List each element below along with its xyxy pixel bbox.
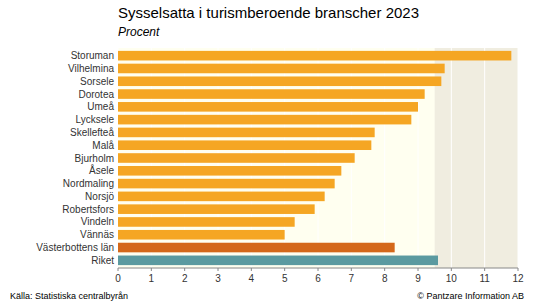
tick-mark [218,268,219,271]
tick-label: 12 [512,273,524,284]
subtitle: Procent [118,25,160,39]
footer-source: Källa: Statistiska centralbyrån [10,291,128,301]
category-label: Nordmaling [63,178,114,189]
tick-mark [318,268,319,271]
bar [118,166,341,176]
tick-mark [184,268,185,271]
category-label: Dorotea [78,89,114,100]
grid-line [518,48,519,268]
bar [118,192,325,202]
category-label: Västerbottens län [36,242,114,253]
tick-label: 10 [446,273,458,284]
bar [118,140,371,150]
grid-line [451,48,452,268]
shaded-region [435,48,518,268]
category-label: Lycksele [75,114,114,125]
bar [118,179,335,189]
chart: Sysselsatta i turismberoende branscher 2… [0,0,534,304]
tick-mark [384,268,385,271]
tick-mark [484,268,485,271]
bar [118,204,315,214]
tick-label: 9 [415,273,421,284]
tick-label: 2 [182,273,188,284]
page: {"chart_data": { "type": "bar", "orienta… [0,0,534,304]
category-label: Norsjö [85,191,114,202]
tick-label: 7 [349,273,355,284]
plot-area [118,48,518,268]
bar [118,76,441,86]
tick-label: 4 [249,273,255,284]
grid-line [484,48,485,268]
plot-background [118,48,518,268]
tick-mark [251,268,252,271]
bar [118,51,511,61]
footer-copyright: © Pantzare Information AB [417,291,524,301]
tick-mark [451,268,452,271]
bar [118,64,445,74]
bar [118,128,375,138]
bar [118,115,411,125]
title: Sysselsatta i turismberoende branscher 2… [118,4,419,21]
category-label: Sorsele [80,76,114,87]
bar [118,243,395,253]
tick-label: 1 [149,273,155,284]
bar [118,89,425,99]
category-label: Umeå [87,101,114,112]
category-label: Vindeln [81,216,114,227]
bar [118,256,438,266]
bar [118,153,355,163]
category-label: Vilhelmina [68,63,114,74]
tick-label: 11 [479,273,490,284]
tick-mark [151,268,152,271]
tick-label: 6 [315,273,321,284]
category-label: Malå [92,140,114,151]
tick-mark [118,268,119,271]
category-label: Skellefteå [70,127,114,138]
category-label: Bjurholm [75,153,114,164]
tick-label: 3 [215,273,221,284]
category-label: Storuman [71,50,114,61]
tick-mark [284,268,285,271]
tick-mark [518,268,519,271]
bar [118,102,418,112]
tick-mark [351,268,352,271]
category-label: Åsele [89,164,114,176]
tick-label: 8 [382,273,388,284]
tick-label: 0 [115,273,121,284]
category-label: Vännäs [80,229,114,240]
tick-label: 5 [282,273,288,284]
bar [118,230,285,240]
tick-mark [418,268,419,271]
bar [118,217,295,227]
category-label: Riket [91,255,114,266]
category-label: Robertsfors [62,204,114,215]
